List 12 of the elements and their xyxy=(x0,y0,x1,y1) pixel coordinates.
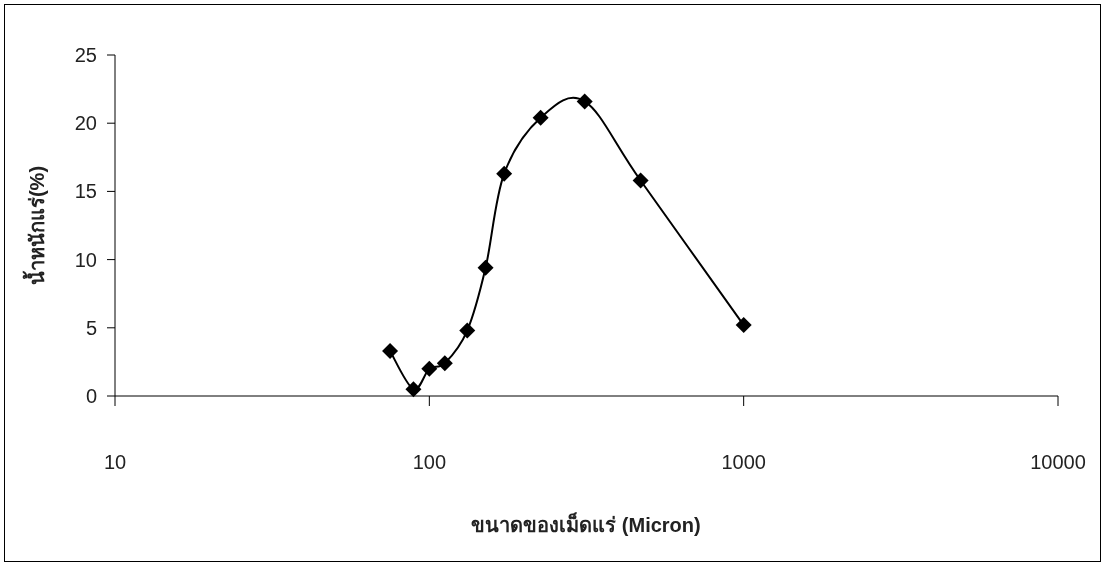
x-tick-label: 1000 xyxy=(721,451,766,473)
y-tick-label: 15 xyxy=(74,180,97,203)
y-tick-label: 10 xyxy=(74,248,97,271)
y-axis-title: น้ำหนักแร่(%) xyxy=(22,165,48,286)
x-tick-label: 10000 xyxy=(1030,451,1086,473)
x-axis-title: ขนาดของเม็ดแร่ (Micron) xyxy=(471,512,701,536)
x-tick-label: 100 xyxy=(412,451,447,473)
x-tick-label: 10 xyxy=(103,451,127,473)
y-tick-label: 0 xyxy=(85,385,97,407)
y-tick-label: 5 xyxy=(85,316,97,339)
y-tick-label: 25 xyxy=(74,44,97,66)
y-tick-label: 20 xyxy=(74,112,97,135)
